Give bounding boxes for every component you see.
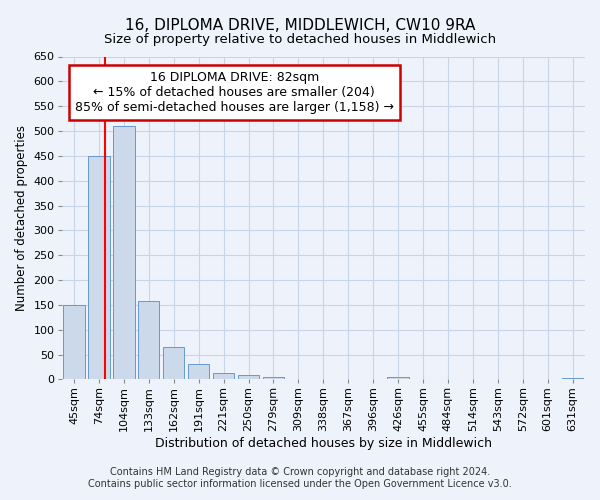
Y-axis label: Number of detached properties: Number of detached properties — [15, 125, 28, 311]
Text: Contains HM Land Registry data © Crown copyright and database right 2024.
Contai: Contains HM Land Registry data © Crown c… — [88, 468, 512, 489]
Bar — [238, 376, 259, 380]
Bar — [88, 156, 110, 380]
Text: Size of property relative to detached houses in Middlewich: Size of property relative to detached ho… — [104, 32, 496, 46]
Bar — [113, 126, 134, 380]
Text: 16, DIPLOMA DRIVE, MIDDLEWICH, CW10 9RA: 16, DIPLOMA DRIVE, MIDDLEWICH, CW10 9RA — [125, 18, 475, 32]
X-axis label: Distribution of detached houses by size in Middlewich: Distribution of detached houses by size … — [155, 437, 492, 450]
Bar — [562, 378, 583, 380]
Text: 16 DIPLOMA DRIVE: 82sqm
← 15% of detached houses are smaller (204)
85% of semi-d: 16 DIPLOMA DRIVE: 82sqm ← 15% of detache… — [75, 71, 394, 114]
Bar — [263, 377, 284, 380]
Bar — [64, 305, 85, 380]
Bar — [138, 301, 160, 380]
Bar — [163, 347, 184, 380]
Bar — [213, 373, 234, 380]
Bar — [188, 364, 209, 380]
Bar — [388, 377, 409, 380]
